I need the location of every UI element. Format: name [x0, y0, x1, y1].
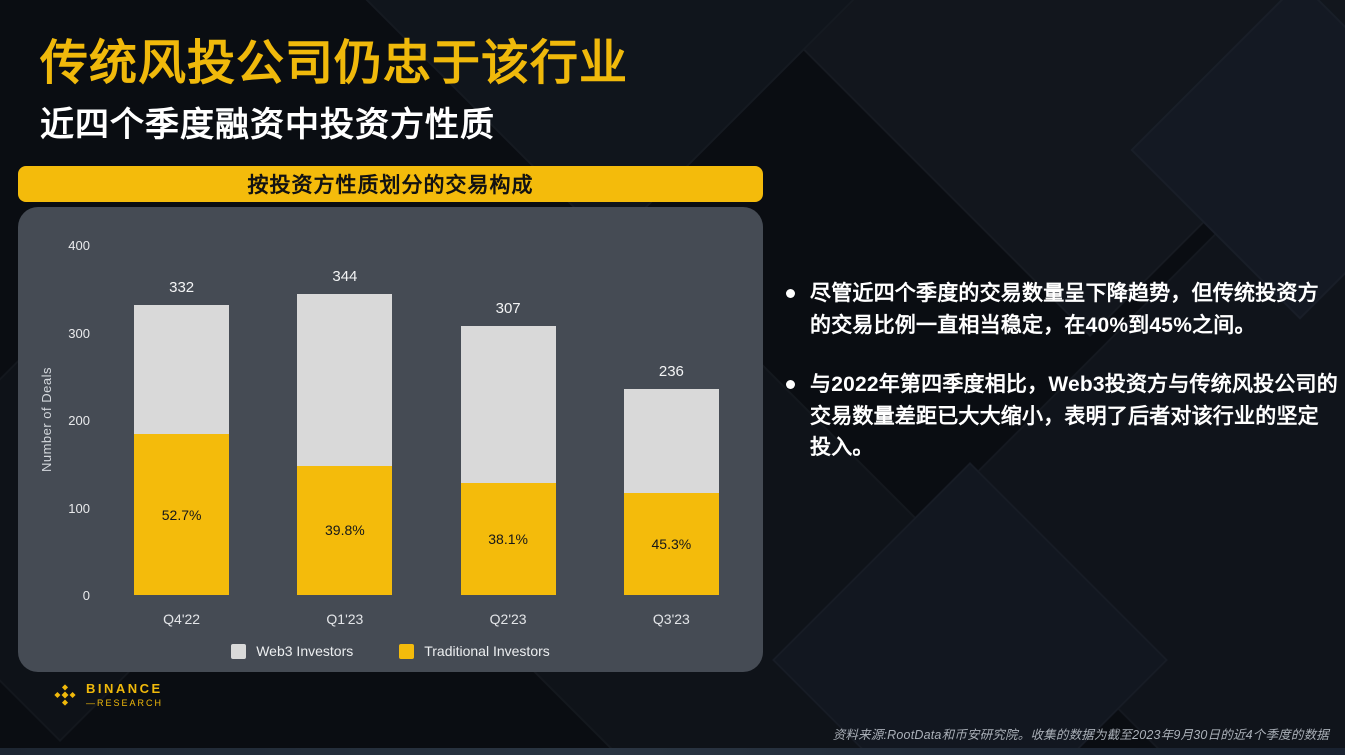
bar-total-label: 307 [495, 300, 521, 318]
commentary: 尽管近四个季度的交易数量呈下降趋势，但传统投资方的交易比例一直相当稳定，在40%… [786, 278, 1338, 464]
slide-title: 传统风投公司仍忠于该行业 [40, 37, 629, 90]
y-tick-label: 100 [68, 500, 90, 516]
bullet-dot [786, 289, 795, 298]
header: 传统风投公司仍忠于该行业 近四个季度融资中投资方性质 [40, 36, 628, 146]
bar-segment-web3 [134, 304, 230, 435]
bar-column-q323: 236 45.3% Q3'23 [606, 245, 736, 627]
bar-segment-web3 [297, 294, 393, 466]
bar-segment-traditional: 39.8% [297, 465, 393, 595]
logo-sub: —RESEARCH [86, 698, 164, 708]
bar-stack: 38.1% [460, 326, 556, 595]
legend-item-traditional: Traditional Investors [399, 643, 550, 659]
legend-swatch-web3 [231, 643, 247, 659]
chart-title: 按投资方性质划分的交易构成 [247, 174, 534, 197]
y-tick-label: 0 [82, 588, 90, 603]
bullet-text: 尽管近四个季度的交易数量呈下降趋势，但传统投资方的交易比例一直相当稳定，在40%… [810, 282, 1319, 337]
legend-label-web3: Web3 Investors [256, 643, 354, 659]
bar-segment-traditional: 38.1% [460, 482, 556, 595]
bar-stack: 39.8% [297, 294, 393, 595]
bar-segment-traditional: 52.7% [134, 434, 230, 595]
x-axis-label: Q1'23 [326, 611, 364, 627]
bar-segment-web3 [623, 388, 719, 493]
y-tick-label: 300 [68, 325, 90, 341]
bullet-item: 与2022年第四季度相比，Web3投资方与传统风投公司的交易数量差距已大大缩小，… [786, 369, 1338, 464]
bar-percent-label: 38.1% [488, 530, 528, 547]
bar-stack: 45.3% [623, 388, 719, 595]
plot-area: 332 52.7% Q4'22 344 39.8% Q1'23 307 38.1% Q2'23 2… [100, 245, 753, 627]
bar-total-label: 344 [332, 268, 358, 285]
x-axis-label: Q4'22 [163, 611, 201, 627]
chart-legend: Web3 Investors Traditional Investors [18, 643, 763, 659]
source-note: 资料来源:RootData和币安研究院。收集的数据为截至2023年9月30日的近… [832, 728, 1329, 742]
y-tick-label: 200 [68, 413, 90, 428]
slide-subtitle: 近四个季度融资中投资方性质 [40, 106, 495, 145]
y-axis-ticks: 0 100 200 300 400 [60, 238, 100, 603]
chart-body: Number of Deals 0 100 200 300 400 332 52.7% Q4… [18, 207, 763, 627]
y-tick-label: 400 [68, 238, 90, 253]
bar-total-label: 236 [658, 362, 684, 380]
bar-segment-web3 [460, 326, 556, 483]
bottom-strip [0, 748, 1345, 755]
chart-panel: Number of Deals 0 100 200 300 400 332 52.7% Q4… [18, 207, 763, 672]
legend-swatch-traditional [399, 643, 415, 659]
bar-column-q123: 344 39.8% Q1'23 [280, 245, 410, 627]
bullet-dot [786, 380, 795, 389]
bar-percent-label: 45.3% [651, 535, 692, 552]
bar-stack: 52.7% [134, 304, 230, 595]
bar-percent-label: 52.7% [161, 506, 202, 523]
bar-column-q223: 307 38.1% Q2'23 [443, 245, 573, 627]
bullet-item: 尽管近四个季度的交易数量呈下降趋势，但传统投资方的交易比例一直相当稳定，在40%… [786, 278, 1338, 341]
binance-research-logo: BINANCE —RESEARCH [52, 681, 163, 708]
chart-title-banner: 按投资方性质划分的交易构成 [18, 166, 763, 202]
bullet-text: 与2022年第四季度相比，Web3投资方与传统风投公司的交易数量差距已大大缩小，… [810, 373, 1338, 459]
bar-total-label: 332 [169, 278, 195, 296]
legend-label-traditional: Traditional Investors [424, 643, 550, 659]
y-axis-title-wrap: Number of Deals [32, 245, 60, 595]
x-axis-label: Q3'23 [652, 611, 690, 627]
logo-text: BINANCE —RESEARCH [86, 681, 163, 708]
x-axis-label: Q2'23 [489, 611, 527, 627]
logo-brand: BINANCE [86, 681, 163, 696]
y-axis-title: Number of Deals [38, 367, 54, 473]
binance-diamond-icon [54, 683, 76, 706]
bar-segment-traditional: 45.3% [623, 492, 719, 595]
bar-column-q422: 332 52.7% Q4'22 [117, 245, 247, 627]
bar-percent-label: 39.8% [325, 522, 365, 539]
legend-item-web3: Web3 Investors [231, 643, 353, 659]
